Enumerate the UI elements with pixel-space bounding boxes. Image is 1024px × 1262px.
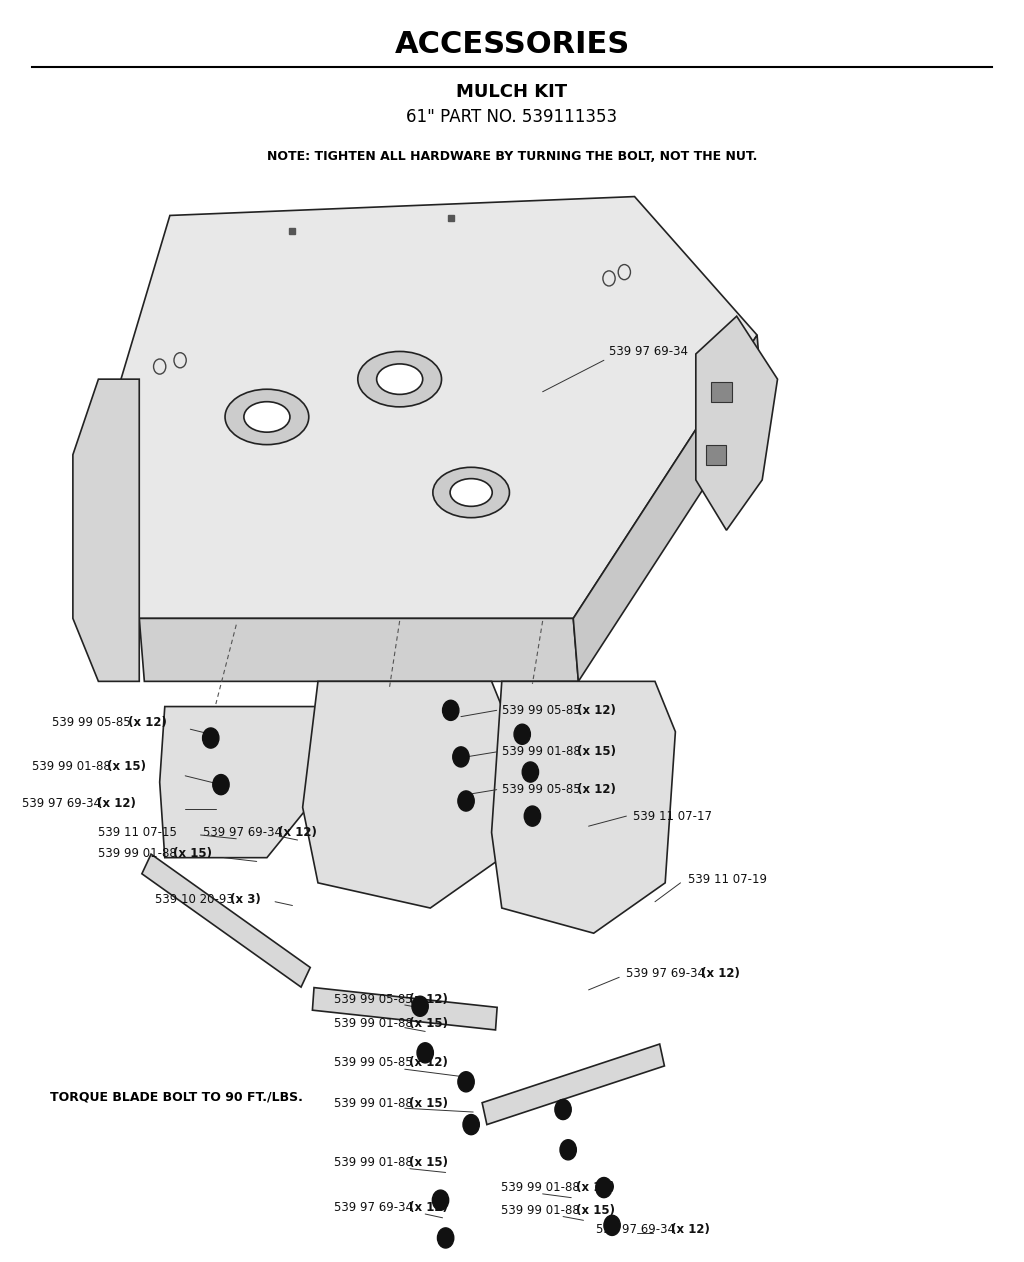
Text: 539 97 69-34: 539 97 69-34 — [627, 967, 706, 981]
Ellipse shape — [451, 478, 493, 506]
Circle shape — [524, 806, 541, 827]
Text: NOTE: TIGHTEN ALL HARDWARE BY TURNING THE BOLT, NOT THE NUT.: NOTE: TIGHTEN ALL HARDWARE BY TURNING TH… — [267, 150, 757, 163]
Text: (x 3): (x 3) — [225, 892, 260, 906]
Circle shape — [442, 700, 459, 721]
Polygon shape — [696, 317, 777, 530]
Text: 539 99 05-85: 539 99 05-85 — [502, 784, 581, 796]
Text: 539 99 05-85: 539 99 05-85 — [52, 717, 131, 729]
Text: (x 15): (x 15) — [406, 1097, 449, 1109]
Text: 539 99 01-88: 539 99 01-88 — [501, 1181, 580, 1194]
Text: (x 12): (x 12) — [667, 1223, 710, 1235]
Text: 539 97 69-34: 539 97 69-34 — [609, 345, 688, 358]
Text: 539 99 05-85: 539 99 05-85 — [334, 1056, 413, 1069]
Text: (x 12): (x 12) — [406, 1056, 449, 1069]
Text: 539 99 01-88: 539 99 01-88 — [32, 761, 111, 774]
Ellipse shape — [357, 351, 441, 406]
Circle shape — [458, 1071, 474, 1092]
Bar — [312, 988, 497, 1030]
Text: TORQUE BLADE BOLT TO 90 FT./LBS.: TORQUE BLADE BOLT TO 90 FT./LBS. — [50, 1090, 303, 1103]
Circle shape — [463, 1114, 479, 1135]
Bar — [482, 1044, 665, 1124]
Text: 539 97 69-34: 539 97 69-34 — [334, 1201, 414, 1214]
Polygon shape — [160, 707, 328, 858]
Text: (x 15): (x 15) — [406, 1017, 449, 1030]
Text: (x 12): (x 12) — [697, 967, 740, 981]
Polygon shape — [492, 681, 676, 933]
Circle shape — [417, 1042, 433, 1063]
Polygon shape — [573, 336, 762, 681]
Text: 539 99 01-88: 539 99 01-88 — [502, 746, 581, 758]
Bar — [706, 444, 726, 464]
Text: (x 15): (x 15) — [103, 761, 146, 774]
Text: 539 99 01-88: 539 99 01-88 — [334, 1097, 413, 1109]
Text: (x 12): (x 12) — [572, 784, 615, 796]
Text: (x 12): (x 12) — [93, 798, 136, 810]
Circle shape — [560, 1140, 577, 1160]
Ellipse shape — [225, 389, 309, 444]
Text: 539 10 20-93: 539 10 20-93 — [155, 892, 233, 906]
Text: 539 97 69-34: 539 97 69-34 — [203, 825, 282, 839]
Text: 539 99 01-88: 539 99 01-88 — [501, 1204, 580, 1217]
Bar — [711, 381, 731, 401]
Text: 539 99 01-88: 539 99 01-88 — [334, 1156, 413, 1169]
Text: (x 15): (x 15) — [170, 847, 213, 861]
Text: 539 11 07-19: 539 11 07-19 — [688, 872, 767, 886]
Text: 539 97 69-34: 539 97 69-34 — [22, 798, 100, 810]
Polygon shape — [139, 618, 579, 681]
Text: (x 15): (x 15) — [406, 1156, 449, 1169]
Text: ACCESSORIES: ACCESSORIES — [394, 30, 630, 59]
Bar — [142, 854, 310, 987]
Circle shape — [213, 775, 229, 795]
Ellipse shape — [433, 467, 510, 517]
Circle shape — [522, 762, 539, 782]
Text: (x 12): (x 12) — [406, 1201, 449, 1214]
Text: 539 99 05-85: 539 99 05-85 — [502, 704, 581, 717]
Polygon shape — [303, 681, 512, 909]
Text: (x 12): (x 12) — [273, 825, 316, 839]
Circle shape — [604, 1215, 621, 1235]
Circle shape — [437, 1228, 454, 1248]
Text: (x 15): (x 15) — [571, 1204, 614, 1217]
Circle shape — [432, 1190, 449, 1210]
Text: 539 11 07-17: 539 11 07-17 — [633, 810, 712, 823]
Text: 539 99 01-88: 539 99 01-88 — [98, 847, 177, 861]
Text: 61" PART NO. 539111353: 61" PART NO. 539111353 — [407, 109, 617, 126]
Circle shape — [555, 1099, 571, 1119]
Text: (x 15): (x 15) — [572, 746, 615, 758]
Text: 539 11 07-15: 539 11 07-15 — [98, 825, 177, 839]
Circle shape — [458, 791, 474, 811]
Circle shape — [514, 724, 530, 745]
Text: (x 12): (x 12) — [406, 993, 449, 1007]
Polygon shape — [98, 197, 757, 618]
Circle shape — [596, 1177, 612, 1198]
Text: MULCH KIT: MULCH KIT — [457, 83, 567, 101]
Circle shape — [203, 728, 219, 748]
Circle shape — [412, 996, 428, 1016]
Text: 539 99 01-88: 539 99 01-88 — [334, 1017, 413, 1030]
Text: (x 12): (x 12) — [124, 717, 167, 729]
Text: 539 99 05-85: 539 99 05-85 — [334, 993, 413, 1007]
Text: 539 97 69-34: 539 97 69-34 — [596, 1223, 675, 1235]
Ellipse shape — [377, 363, 423, 395]
Ellipse shape — [244, 401, 290, 432]
Polygon shape — [73, 379, 139, 681]
Text: (x 15): (x 15) — [571, 1181, 614, 1194]
Circle shape — [453, 747, 469, 767]
Text: (x 12): (x 12) — [572, 704, 615, 717]
